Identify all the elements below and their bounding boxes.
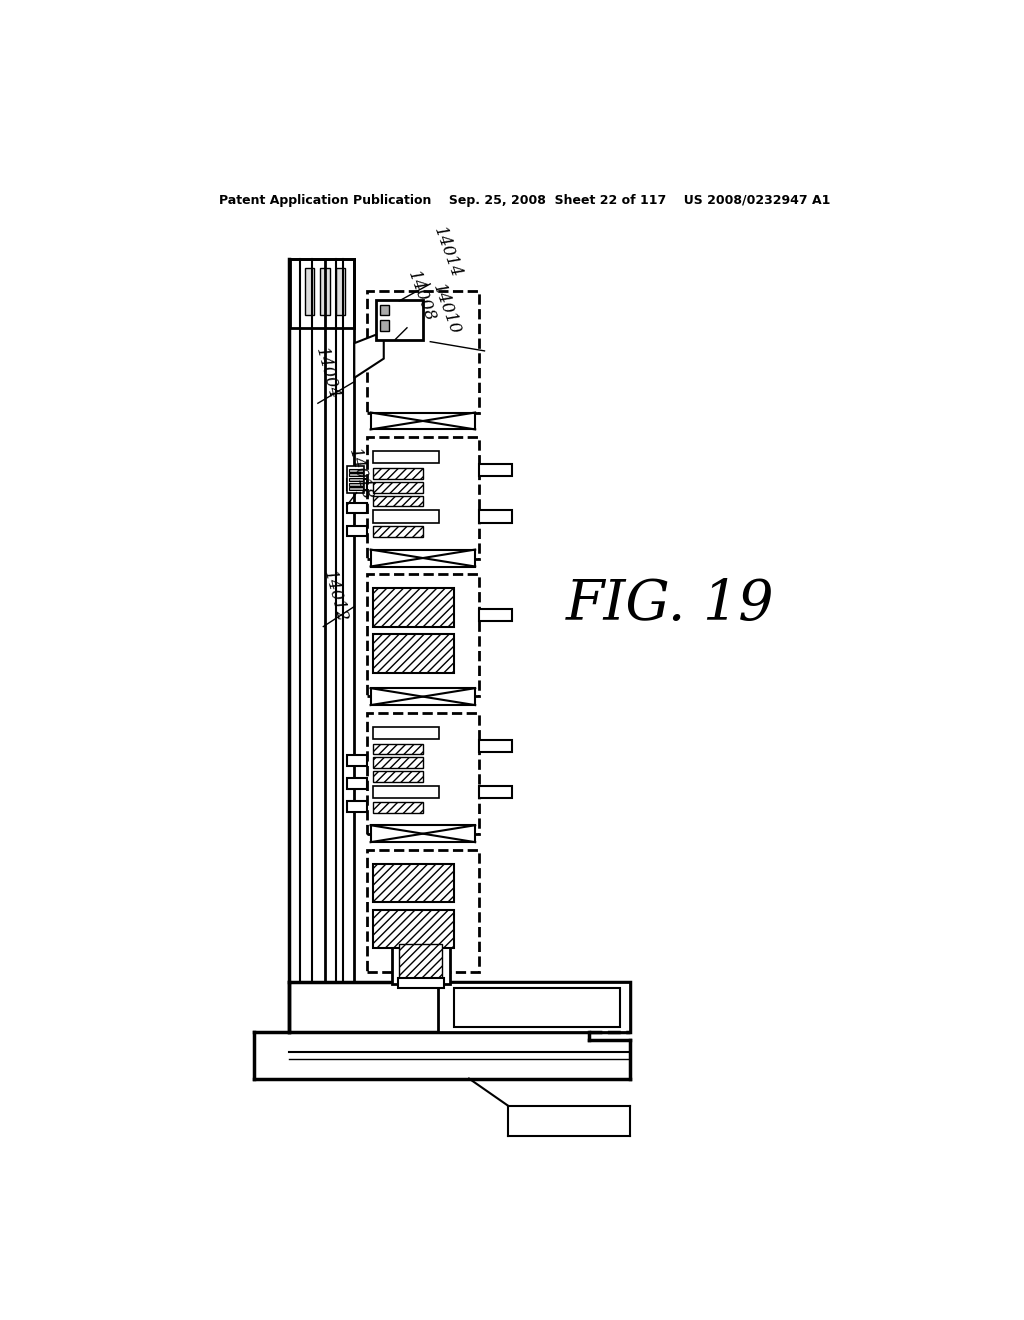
Bar <box>347 503 367 513</box>
Bar <box>367 290 479 412</box>
Bar <box>367 437 479 558</box>
Bar <box>349 487 362 490</box>
Bar <box>373 771 423 781</box>
Bar <box>347 779 367 789</box>
Bar <box>373 451 438 463</box>
Bar <box>373 863 455 903</box>
Bar <box>336 268 345 315</box>
Bar <box>349 469 362 471</box>
Bar <box>479 609 512 622</box>
Bar <box>373 511 438 523</box>
Bar <box>371 688 475 705</box>
Bar <box>367 850 479 972</box>
Bar <box>373 589 455 627</box>
Bar <box>373 496 423 507</box>
Bar <box>371 549 475 566</box>
Bar <box>373 635 455 673</box>
Text: 14018: 14018 <box>345 447 375 503</box>
Bar <box>305 268 314 315</box>
Bar <box>349 478 362 480</box>
Bar <box>479 739 512 752</box>
Bar <box>373 743 423 755</box>
Bar <box>438 982 630 1032</box>
Bar <box>347 525 367 536</box>
Bar <box>321 268 330 315</box>
Bar <box>373 726 438 739</box>
Bar <box>367 713 479 834</box>
Bar <box>373 803 423 813</box>
Bar <box>391 936 450 983</box>
Bar <box>347 755 367 766</box>
Bar <box>373 527 423 537</box>
Bar <box>349 483 362 486</box>
Text: 14010: 14010 <box>429 281 463 337</box>
Bar <box>380 305 389 315</box>
Bar <box>347 801 367 812</box>
Bar <box>373 909 455 949</box>
Bar <box>479 785 512 799</box>
Bar <box>289 982 630 1032</box>
Text: 14014: 14014 <box>430 224 465 280</box>
Bar <box>373 482 423 492</box>
Bar <box>454 989 621 1027</box>
Bar <box>371 825 475 842</box>
Text: Patent Application Publication    Sep. 25, 2008  Sheet 22 of 117    US 2008/0232: Patent Application Publication Sep. 25, … <box>219 194 830 207</box>
Bar <box>373 758 423 768</box>
Text: 14004: 14004 <box>312 346 343 401</box>
Bar <box>373 469 423 479</box>
Bar <box>399 944 442 978</box>
Bar <box>479 465 512 477</box>
Polygon shape <box>354 331 384 378</box>
Bar <box>380 321 389 331</box>
Bar <box>367 574 479 696</box>
Bar <box>373 785 438 799</box>
Bar <box>397 978 444 987</box>
Text: 14012: 14012 <box>321 569 350 624</box>
Bar <box>349 474 362 477</box>
Bar <box>376 300 423 341</box>
Bar <box>479 511 512 523</box>
Bar <box>371 412 475 429</box>
Text: 14008: 14008 <box>403 268 438 323</box>
Bar <box>290 259 353 327</box>
Bar <box>347 479 367 490</box>
Text: FIG. 19: FIG. 19 <box>566 578 775 632</box>
Bar <box>347 466 365 494</box>
